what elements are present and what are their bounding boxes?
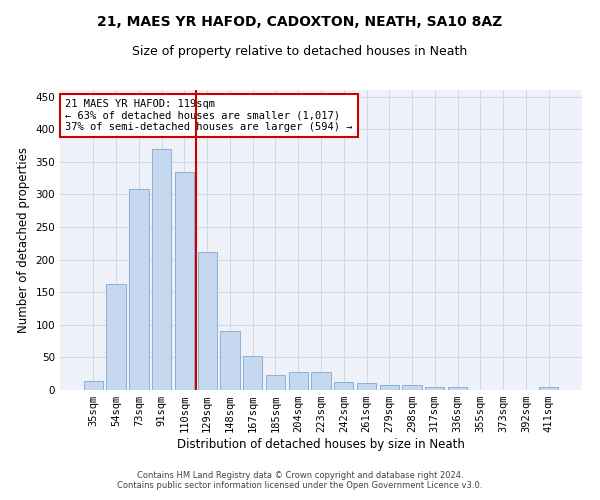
Bar [106, 284, 126, 390]
Bar [152, 148, 172, 390]
Text: Contains HM Land Registry data © Crown copyright and database right 2024.
Contai: Contains HM Land Registry data © Crown c… [118, 470, 482, 490]
Text: Size of property relative to detached houses in Neath: Size of property relative to detached ho… [133, 45, 467, 58]
Bar [289, 372, 308, 390]
Bar [448, 386, 467, 390]
Bar [175, 172, 194, 390]
X-axis label: Distribution of detached houses by size in Neath: Distribution of detached houses by size … [177, 438, 465, 451]
Bar [311, 372, 331, 390]
Bar [403, 385, 422, 390]
Bar [357, 384, 376, 390]
Bar [129, 189, 149, 390]
Bar [197, 252, 217, 390]
Bar [334, 382, 353, 390]
Bar [266, 375, 285, 390]
Text: 21, MAES YR HAFOD, CADOXTON, NEATH, SA10 8AZ: 21, MAES YR HAFOD, CADOXTON, NEATH, SA10… [97, 15, 503, 29]
Bar [243, 356, 262, 390]
Bar [425, 386, 445, 390]
Y-axis label: Number of detached properties: Number of detached properties [17, 147, 30, 333]
Bar [220, 332, 239, 390]
Bar [380, 385, 399, 390]
Bar [84, 381, 103, 390]
Bar [539, 388, 558, 390]
Text: 21 MAES YR HAFOD: 119sqm
← 63% of detached houses are smaller (1,017)
37% of sem: 21 MAES YR HAFOD: 119sqm ← 63% of detach… [65, 99, 353, 132]
